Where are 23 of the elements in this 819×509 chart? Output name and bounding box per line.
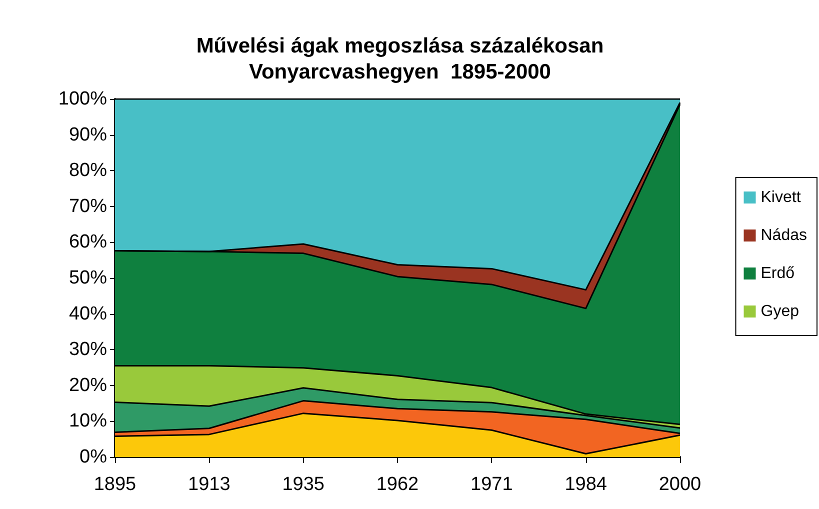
x-tick-label: 1971 <box>470 474 513 495</box>
legend-label: Kivett <box>760 189 802 206</box>
y-tick-label: 60% <box>68 232 108 253</box>
x-tick-label: 2000 <box>658 474 702 495</box>
y-tick-label: 90% <box>68 124 108 146</box>
y-tick-label: 70% <box>68 196 108 217</box>
y-tick-label: 10% <box>68 410 108 432</box>
y-tick-label: 0% <box>80 446 108 468</box>
y-tick-label: 40% <box>68 303 108 324</box>
x-tick-label: 1913 <box>188 474 230 495</box>
chart-title: Művelési ágak megoszlása százalékosan Vonyarcvashegyen 1895-2000 <box>196 34 604 84</box>
y-tick-label: 30% <box>68 339 108 360</box>
x-tick-label: 1895 <box>94 474 136 495</box>
legend-label: Gyep <box>760 303 800 320</box>
x-tick-label: 1935 <box>282 474 324 495</box>
x-tick-label: 1962 <box>376 474 419 495</box>
legend-label: Nádas <box>760 227 807 244</box>
y-tick-label: 20% <box>68 374 108 396</box>
y-tick-label: 100% <box>58 88 108 110</box>
legend-label: Erdő <box>760 265 795 282</box>
x-tick-label: 1984 <box>564 474 608 495</box>
y-tick-label: 50% <box>68 268 108 288</box>
y-tick-label: 80% <box>68 160 108 182</box>
